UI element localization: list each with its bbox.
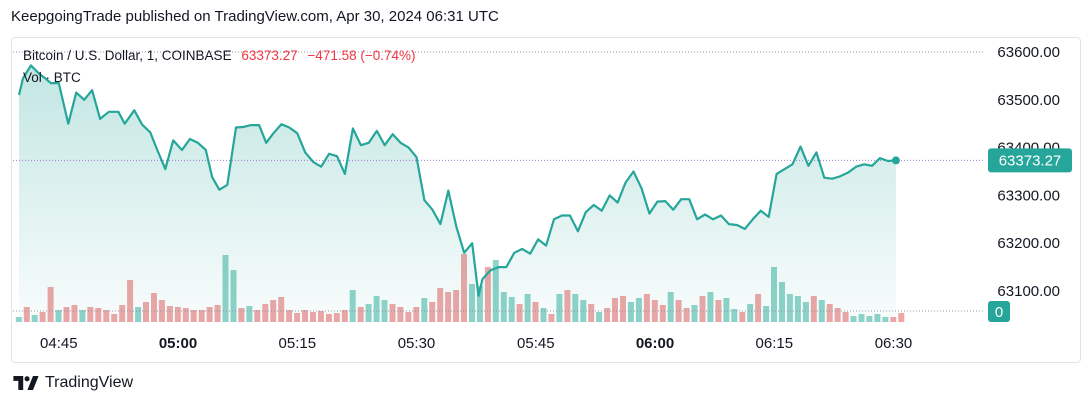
y-tick-label: 63500.00 xyxy=(997,92,1060,109)
price-line xyxy=(17,64,896,297)
tradingview-brand[interactable]: TradingView xyxy=(13,374,133,392)
volume-legend: Vol · BTC xyxy=(23,70,81,85)
x-axis: 04:45 05:00 05:15 05:30 05:45 06:00 06:15 06:30 xyxy=(40,335,912,352)
volume-badge: 0 xyxy=(988,301,1010,322)
x-tick-label: 05:45 xyxy=(517,335,555,352)
x-tick-label: 06:15 xyxy=(756,335,794,352)
x-tick-label: 06:30 xyxy=(875,335,913,352)
price-change: −471.58 (−0.74%) xyxy=(307,48,416,63)
last-price-value: 63373.27 xyxy=(241,48,298,63)
volume-bar xyxy=(15,317,22,322)
x-tick-label: 05:30 xyxy=(398,335,436,352)
last-price-badge: 63373.27 xyxy=(988,148,1072,173)
y-tick-label: 63300.00 xyxy=(997,187,1060,204)
x-tick-label: 04:45 xyxy=(40,335,78,352)
publish-attribution: KeepgoingTrade published on TradingView.… xyxy=(11,8,499,25)
price-area-fill xyxy=(19,65,896,323)
volume-bar xyxy=(898,313,905,322)
volume-badge-label: 0 xyxy=(995,304,1003,321)
x-tick-label: 05:00 xyxy=(159,335,197,352)
symbol-name[interactable]: Bitcoin / U.S. Dollar, 1, COINBASE xyxy=(23,48,232,63)
y-tick-label: 63600.00 xyxy=(997,44,1060,61)
last-price-badge-bg xyxy=(988,148,1072,173)
y-tick-label: 63100.00 xyxy=(997,283,1060,300)
x-tick-label: 06:00 xyxy=(636,335,674,352)
tradingview-logo-icon xyxy=(13,376,39,390)
chart-legend: Bitcoin / U.S. Dollar, 1, COINBASE 63373… xyxy=(23,48,416,63)
tradingview-wordmark: TradingView xyxy=(45,374,134,391)
x-tick-label: 05:15 xyxy=(279,335,317,352)
y-tick-label: 63200.00 xyxy=(997,235,1060,252)
chart-frame xyxy=(11,37,1081,363)
volume-badge-bg xyxy=(988,301,1010,322)
last-price-marker xyxy=(891,156,900,165)
last-price-badge-label: 63373.27 xyxy=(999,152,1062,169)
y-axis: 63600.0063500.0063400.0063300.0063200.00… xyxy=(997,44,1060,300)
